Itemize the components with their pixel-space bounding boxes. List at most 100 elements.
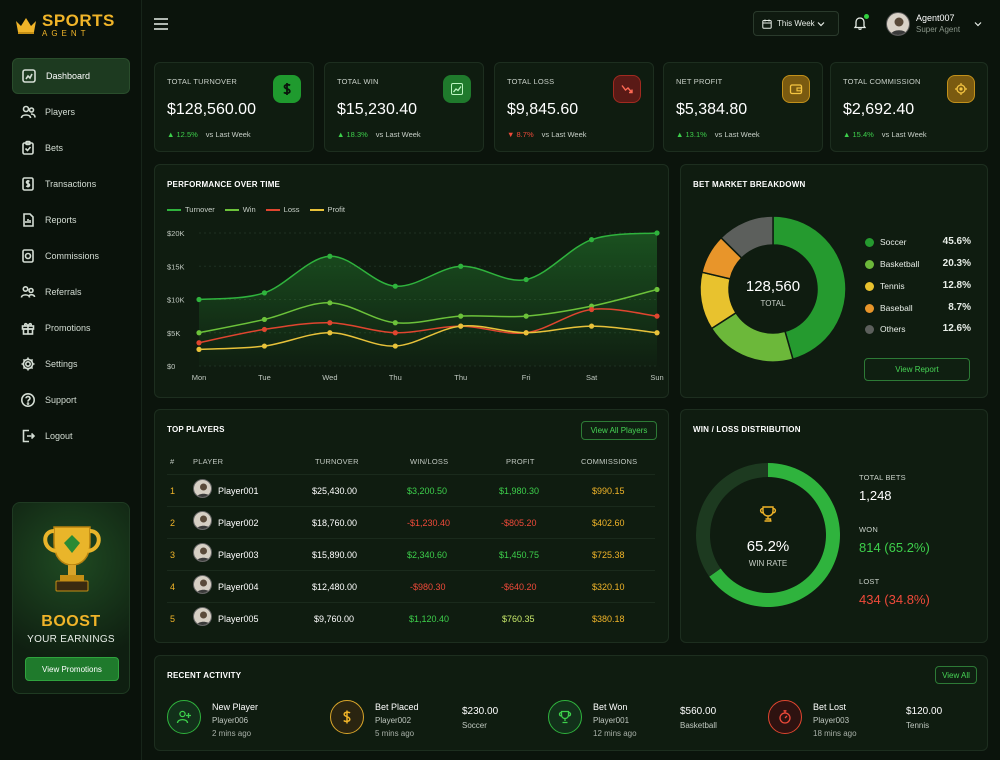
data-point-win[interactable] bbox=[458, 313, 464, 319]
avatar[interactable] bbox=[886, 12, 910, 36]
table-row[interactable]: 3 Player003 $15,890.00 $2,340.60 $1,450.… bbox=[167, 538, 655, 570]
sidebar-item-dashboard[interactable]: Dashboard bbox=[12, 58, 130, 94]
hamburger-menu-icon[interactable] bbox=[154, 18, 168, 30]
data-point-turnover[interactable] bbox=[588, 237, 595, 243]
activity-player[interactable]: Player001 bbox=[593, 716, 630, 725]
sidebar-item-support[interactable]: Support bbox=[12, 382, 130, 418]
data-point-loss[interactable] bbox=[654, 313, 660, 319]
legend-loss[interactable]: Loss bbox=[265, 205, 300, 214]
data-point-loss[interactable] bbox=[327, 320, 333, 326]
promo-title: BOOST bbox=[41, 613, 101, 630]
user-role: Super Agent bbox=[916, 25, 961, 34]
x-tick-label: Thu bbox=[454, 373, 467, 382]
data-point-win[interactable] bbox=[327, 300, 333, 306]
activity-player[interactable]: Player003 bbox=[813, 716, 850, 725]
data-point-win[interactable] bbox=[523, 313, 529, 319]
stat-label: TOTAL LOSS bbox=[507, 77, 555, 86]
data-point-profit[interactable] bbox=[196, 346, 202, 352]
data-point-loss[interactable] bbox=[392, 330, 398, 336]
data-point-profit[interactable] bbox=[588, 323, 595, 329]
sidebar-item-reports[interactable]: Reports bbox=[12, 202, 130, 238]
data-point-turnover[interactable] bbox=[327, 253, 333, 259]
x-tick-label: Fri bbox=[522, 373, 531, 382]
stat-icon-badge bbox=[782, 75, 810, 103]
activity-time: 2 mins ago bbox=[212, 729, 252, 738]
player-name-cell[interactable]: Player003 bbox=[218, 550, 259, 560]
table-row[interactable]: 1 Player001 $25,430.00 $3,200.50 $1,980.… bbox=[167, 474, 655, 506]
sidebar-item-logout[interactable]: Logout bbox=[12, 418, 130, 454]
data-point-win[interactable] bbox=[654, 286, 660, 293]
period-select[interactable]: This Week bbox=[753, 11, 839, 36]
player-name-cell[interactable]: Player002 bbox=[218, 518, 259, 528]
view-all-activity-button[interactable]: View All bbox=[935, 666, 977, 684]
data-point-turnover[interactable] bbox=[458, 263, 464, 269]
player-name-cell[interactable]: Player004 bbox=[218, 582, 259, 592]
legend-turnover[interactable]: Turnover bbox=[167, 205, 215, 214]
data-point-loss[interactable] bbox=[196, 340, 202, 346]
data-point-turnover[interactable] bbox=[392, 283, 398, 289]
stopwatch-icon bbox=[779, 710, 791, 724]
view-all-players-button[interactable]: View All Players bbox=[581, 421, 657, 440]
legend-profit[interactable]: Profit bbox=[309, 205, 345, 214]
table-row[interactable]: 2 Player002 $18,760.00 -$1,230.40 -$805.… bbox=[167, 506, 655, 538]
data-point-profit[interactable] bbox=[392, 343, 398, 349]
data-point-profit[interactable] bbox=[261, 343, 268, 349]
data-point-win[interactable] bbox=[392, 320, 398, 326]
won-label: WON bbox=[859, 525, 878, 534]
x-tick-label: Wed bbox=[322, 373, 337, 382]
data-point-win[interactable] bbox=[196, 330, 202, 336]
activity-player[interactable]: Player006 bbox=[212, 716, 249, 725]
dollar-doc-icon bbox=[22, 177, 34, 191]
view-promotions-button[interactable]: View Promotions bbox=[25, 657, 119, 681]
stat-value: $2,692.40 bbox=[843, 101, 915, 118]
player-name-cell[interactable]: Player001 bbox=[218, 486, 259, 496]
sidebar-item-referrals[interactable]: Referrals bbox=[12, 274, 130, 310]
chevron-down-icon[interactable] bbox=[974, 20, 982, 28]
player-name-cell[interactable]: Player005 bbox=[218, 614, 259, 624]
table-row[interactable]: 4 Player004 $12,480.00 -$980.30 -$640.20… bbox=[167, 570, 655, 602]
legend-win[interactable]: Win bbox=[224, 205, 256, 214]
bell-icon[interactable] bbox=[852, 15, 868, 31]
market-legend-label: Basketball bbox=[880, 259, 920, 269]
chevron-down-icon bbox=[817, 22, 825, 27]
data-point-turnover[interactable] bbox=[261, 290, 268, 296]
sidebar-item-bets[interactable]: Bets bbox=[12, 130, 130, 166]
user-avatar-icon bbox=[196, 547, 211, 561]
activity-player[interactable]: Player002 bbox=[375, 716, 412, 725]
activity-time: 12 mins ago bbox=[593, 729, 637, 738]
market-legend-label: Others bbox=[880, 324, 906, 334]
data-point-profit[interactable] bbox=[458, 323, 464, 329]
top-players-card: TOP PLAYERS View All Players # PLAYER TU… bbox=[154, 409, 669, 643]
data-point-loss[interactable] bbox=[588, 306, 595, 313]
data-point-turnover[interactable] bbox=[523, 276, 529, 283]
commission-cell: $380.18 bbox=[592, 614, 625, 624]
lost-value: 434 (34.8%) bbox=[859, 592, 930, 607]
sidebar-item-promotions[interactable]: Promotions bbox=[12, 310, 130, 346]
data-point-turnover[interactable] bbox=[654, 230, 660, 236]
view-report-button[interactable]: View Report bbox=[864, 358, 970, 381]
stat-change-pct: 15.4% bbox=[852, 130, 874, 139]
column-header: PROFIT bbox=[506, 457, 535, 466]
sidebar-item-commissions[interactable]: Commissions bbox=[12, 238, 130, 274]
market-legend-baseball: Baseball 8.7% bbox=[865, 301, 971, 315]
sidebar-item-settings[interactable]: Settings bbox=[12, 346, 130, 382]
badge-icon bbox=[955, 83, 967, 95]
data-point-profit[interactable] bbox=[523, 330, 529, 336]
data-point-win[interactable] bbox=[261, 316, 268, 323]
trend-up-icon bbox=[451, 83, 463, 95]
data-point-loss[interactable] bbox=[261, 326, 268, 333]
market-legend-value: 20.3% bbox=[942, 258, 971, 269]
data-point-turnover[interactable] bbox=[196, 296, 202, 303]
slice-soccer[interactable] bbox=[772, 215, 847, 361]
brand-name: SPORTS bbox=[42, 11, 115, 30]
profit-cell: -$640.20 bbox=[501, 582, 537, 592]
data-point-profit[interactable] bbox=[654, 330, 660, 336]
slice-others[interactable] bbox=[719, 215, 774, 260]
slice-lost[interactable] bbox=[696, 463, 768, 577]
table-row[interactable]: 5 Player005 $9,760.00 $1,120.40 $760.35 … bbox=[167, 602, 655, 634]
sidebar-item-transactions[interactable]: Transactions bbox=[12, 166, 130, 202]
data-point-profit[interactable] bbox=[327, 330, 333, 336]
brand-logo[interactable]: SPORTS AGENT bbox=[14, 12, 115, 38]
sidebar-item-players[interactable]: Players bbox=[12, 94, 130, 130]
turnover-cell: $18,760.00 bbox=[312, 518, 358, 528]
